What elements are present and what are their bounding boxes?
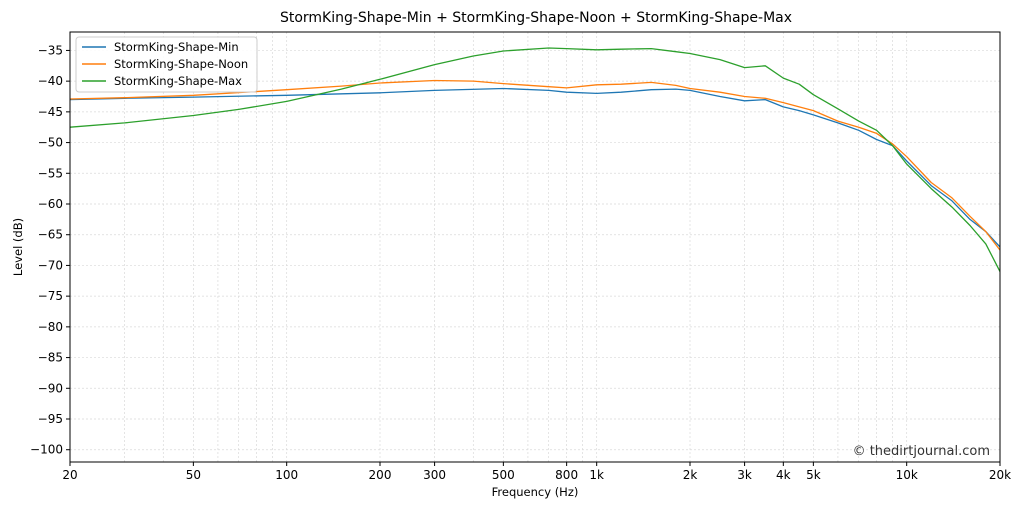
series-line-2 [69,79,1001,251]
series-line-1 [69,87,1001,248]
watermark: © thedirtjournal.com [853,444,990,459]
x-tick-label: 10k [896,468,918,482]
x-tick-label: 20k [989,468,1011,482]
x-tick-label: 50 [186,468,201,482]
y-tick-label: −80 [38,320,63,334]
x-axis-ticks: 20 50 100 200 300 500 800 1k 2k 3k 4k 5k 10k 20k [62,462,1011,482]
x-tick-label: 2k [683,468,698,482]
series-line-3 [69,47,1001,272]
x-tick-label: 300 [423,468,446,482]
y-tick-label: −65 [38,228,63,242]
x-tick-label: 20 [62,468,77,482]
grid [69,32,1001,462]
y-axis-ticks: −35 −40 −45 −50 −55 −60 −65 −70 −75 −80 −85 −90 −95 −… [30,43,70,457]
x-tick-label: 800 [555,468,578,482]
legend-entry: StormKing-Shape-Noon [114,57,248,71]
x-tick-label: 500 [492,468,515,482]
plot-frame [69,31,1001,463]
legend: StormKing-Shape-Min StormKing-Shape-Noon S… [75,36,258,93]
y-tick-label: −100 [30,443,63,457]
y-tick-label: −95 [38,412,63,426]
y-tick-label: −60 [38,197,63,211]
y-tick-label: −55 [38,166,63,180]
y-tick-label: −35 [38,43,63,57]
y-tick-label: −40 [38,74,63,88]
x-tick-label: 4k [776,468,791,482]
legend-box [75,36,258,93]
chart-title: StormKing-Shape-Min + StormKing-Shape-No… [280,10,792,26]
y-tick-label: −50 [38,136,63,150]
series-lines [69,47,1001,272]
legend-entry: StormKing-Shape-Min [114,40,239,54]
y-tick-label: −90 [38,381,63,395]
x-tick-label: 200 [369,468,392,482]
x-tick-label: 1k [589,468,604,482]
y-tick-label: −85 [38,351,63,365]
x-tick-label: 3k [737,468,752,482]
y-tick-label: −70 [38,258,63,272]
x-tick-label: 100 [275,468,298,482]
legend-entry: StormKing-Shape-Max [114,74,242,88]
x-tick-label: 5k [806,468,821,482]
y-tick-label: −75 [38,289,63,303]
y-tick-label: −45 [38,105,63,119]
y-axis-label: Level (dB) [11,218,25,276]
x-axis-label: Frequency (Hz) [492,485,579,499]
